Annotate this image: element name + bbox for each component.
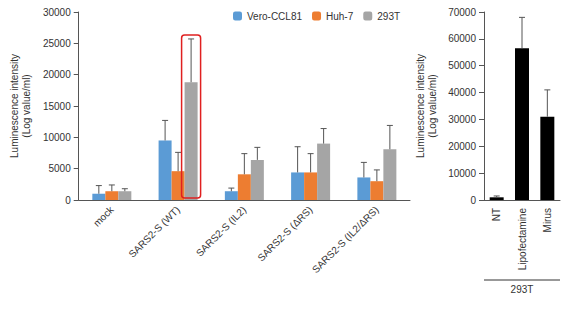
svg-text:40000: 40000 [448,87,476,98]
svg-text:mock: mock [91,204,116,229]
svg-text:Mirus: Mirus [542,208,553,232]
svg-text:Lipofectamine: Lipofectamine [517,208,528,271]
svg-text:25000: 25000 [43,38,71,49]
svg-text:60000: 60000 [448,33,476,44]
svg-text:0: 0 [65,195,71,206]
svg-text:SARS2-S (IL2): SARS2-S (IL2) [194,204,248,258]
svg-text:30000: 30000 [448,114,476,125]
svg-text:Luminescence intensity: Luminescence intensity [9,54,20,158]
svg-text:10000: 10000 [43,132,71,143]
svg-text:293T: 293T [377,11,400,22]
svg-text:20000: 20000 [43,69,71,80]
svg-text:(Log value/ml): (Log value/ml) [21,74,32,137]
svg-text:20000: 20000 [448,141,476,152]
svg-text:30000: 30000 [43,7,71,18]
svg-text:Luminescence intensity: Luminescence intensity [415,54,426,158]
svg-text:10000: 10000 [448,168,476,179]
svg-text:SARS2-S (WT): SARS2-S (WT) [126,204,182,260]
svg-text:Huh-7: Huh-7 [326,11,354,22]
svg-text:NT: NT [491,208,502,221]
svg-text:SARS2-S (IL2/ΔRS): SARS2-S (IL2/ΔRS) [310,204,381,275]
svg-text:0: 0 [470,195,476,206]
svg-text:SARS2-S (ΔRS): SARS2-S (ΔRS) [255,204,314,263]
svg-text:70000: 70000 [448,7,476,18]
svg-text:Vero-CCL81: Vero-CCL81 [247,11,302,22]
svg-text:5000: 5000 [48,163,71,174]
svg-text:(Log value/ml): (Log value/ml) [427,74,438,137]
svg-text:293T: 293T [511,284,534,295]
svg-text:50000: 50000 [448,60,476,71]
svg-text:15000: 15000 [43,101,71,112]
